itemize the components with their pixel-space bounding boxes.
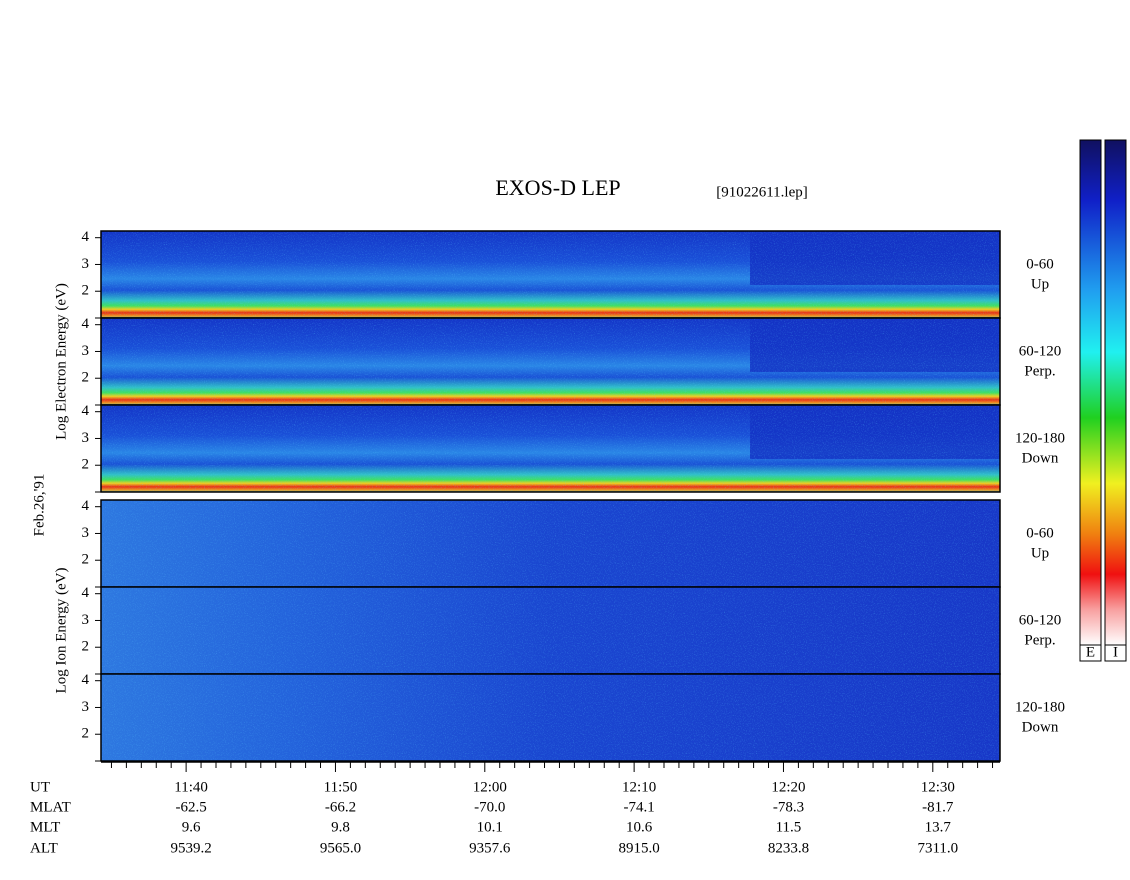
panel-frame: [100, 404, 1001, 493]
panel-direction: Perp.: [1024, 632, 1055, 648]
spectrogram-noise: [101, 500, 1000, 587]
y-tick-label: 4: [82, 585, 90, 601]
ephemeris-value: -78.3: [773, 799, 804, 815]
y-tick-label: 4: [82, 229, 90, 245]
panel-angle: 0-60: [1026, 256, 1054, 272]
ephemeris-value: 7311.0: [917, 840, 958, 856]
panel-angle: 120-180: [1015, 699, 1065, 715]
ephemeris-value: 11.5: [776, 819, 802, 835]
panel-angle: 60-120: [1019, 612, 1062, 628]
ephemeris-label: MLAT: [30, 799, 71, 815]
y-tick-label: 3: [82, 525, 90, 541]
x-tick-label: 11:40: [174, 779, 208, 795]
ephemeris-value: 13.7: [925, 819, 952, 835]
ephemeris-value: -81.7: [922, 799, 954, 815]
x-tick-label: 11:50: [324, 779, 358, 795]
panel-frame: [100, 673, 1001, 762]
x-tick-label: 12:30: [921, 779, 955, 795]
y-tick-label: 4: [82, 672, 90, 688]
colorbar-label-box: [1079, 644, 1102, 662]
y-tick-label: 2: [82, 457, 90, 473]
y-tick-label: 4: [82, 316, 90, 332]
spectrogram-noise: [101, 318, 1000, 405]
y-tick-label: 4: [82, 403, 90, 419]
ephemeris-value: 9.6: [182, 819, 201, 835]
panel-direction: Perp.: [1024, 363, 1055, 379]
x-tick-label: 12:20: [771, 779, 805, 795]
ephemeris-label: ALT: [30, 840, 58, 856]
spectrogram-noise: [101, 405, 1000, 492]
panel-direction: Up: [1031, 545, 1049, 561]
ephemeris-value: 9539.2: [170, 840, 211, 856]
panel-direction: Down: [1022, 450, 1059, 466]
y-tick-label: 2: [82, 552, 90, 568]
ephemeris-value: -66.2: [325, 799, 356, 815]
spectrogram-noise: [101, 587, 1000, 674]
panel-direction: Up: [1031, 276, 1049, 292]
spectrogram-noise: [101, 674, 1000, 761]
y-tick-label: 3: [82, 430, 90, 446]
chart-title: EXOS-D LEP: [495, 175, 620, 200]
y-tick-label: 2: [82, 639, 90, 655]
ephemeris-value: 10.6: [626, 819, 653, 835]
ephemeris-label: UT: [30, 779, 50, 795]
ephemeris-value: 8915.0: [619, 840, 660, 856]
y-tick-label: 2: [82, 283, 90, 299]
colorbar-label-box: [1104, 644, 1127, 662]
ephemeris-value: -62.5: [175, 799, 206, 815]
y-tick-label: 3: [82, 343, 90, 359]
ephemeris-label: MLT: [30, 819, 60, 835]
ephemeris-value: 10.1: [477, 819, 503, 835]
date-label: Feb.26,'91: [31, 474, 47, 537]
panel-direction: Down: [1022, 719, 1059, 735]
ephemeris-value: 9565.0: [320, 840, 361, 856]
colorbar-label: E: [1086, 644, 1095, 660]
colorbar: [1079, 139, 1102, 646]
group-label: Log Ion Energy (eV): [53, 568, 69, 694]
spectrogram-noise: [101, 231, 1000, 318]
group-label: Log Electron Energy (eV): [53, 283, 69, 440]
y-tick-label: 4: [82, 498, 90, 514]
y-tick-label: 3: [82, 612, 90, 628]
colorbar-label: I: [1113, 644, 1118, 660]
x-tick-label: 12:00: [473, 779, 507, 795]
ephemeris-value: -70.0: [474, 799, 505, 815]
y-tick-label: 3: [82, 699, 90, 715]
file-name: [91022611.lep]: [716, 184, 808, 200]
y-tick-label: 2: [82, 726, 90, 742]
ephemeris-value: 9.8: [331, 819, 350, 835]
panel-angle: 0-60: [1026, 525, 1054, 541]
colorbar: [1104, 139, 1127, 646]
ephemeris-value: 9357.6: [469, 840, 511, 856]
ephemeris-value: 8233.8: [768, 840, 809, 856]
y-tick-label: 2: [82, 370, 90, 386]
panel-angle: 120-180: [1015, 430, 1065, 446]
panel-angle: 60-120: [1019, 343, 1062, 359]
x-tick-label: 12:10: [622, 779, 656, 795]
ephemeris-value: -74.1: [624, 799, 655, 815]
y-tick-label: 3: [82, 256, 90, 272]
